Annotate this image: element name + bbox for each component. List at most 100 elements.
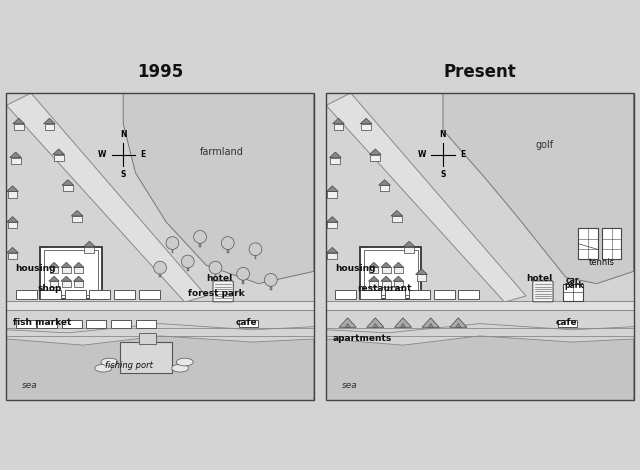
Bar — [40, 290, 61, 299]
Bar — [15, 290, 36, 299]
Polygon shape — [6, 336, 314, 400]
Bar — [602, 228, 621, 259]
Text: S: S — [440, 170, 445, 179]
Bar — [44, 251, 98, 295]
Polygon shape — [369, 262, 379, 267]
Polygon shape — [372, 323, 378, 327]
Bar — [61, 320, 82, 328]
Bar — [187, 267, 189, 271]
Bar — [40, 247, 102, 299]
Bar — [255, 255, 256, 259]
Polygon shape — [326, 336, 634, 400]
Text: cafe: cafe — [236, 318, 257, 327]
Bar — [360, 290, 381, 299]
Bar — [328, 222, 337, 228]
Text: cafe: cafe — [556, 318, 577, 327]
Bar — [239, 320, 257, 327]
Polygon shape — [6, 93, 206, 302]
Bar — [114, 290, 135, 299]
Bar — [120, 342, 172, 373]
Ellipse shape — [172, 364, 189, 372]
Bar — [335, 290, 356, 299]
Polygon shape — [369, 276, 379, 281]
FancyBboxPatch shape — [532, 281, 553, 302]
Circle shape — [221, 237, 234, 250]
Bar — [11, 157, 20, 164]
Bar — [563, 283, 583, 300]
Bar — [409, 290, 430, 299]
Bar — [369, 267, 378, 273]
Polygon shape — [401, 323, 406, 327]
Bar — [328, 191, 337, 197]
Circle shape — [237, 267, 250, 280]
Polygon shape — [415, 269, 428, 274]
Polygon shape — [326, 217, 338, 222]
Polygon shape — [360, 118, 372, 124]
Bar — [72, 216, 82, 222]
Text: apartments: apartments — [332, 334, 392, 343]
Text: hotel: hotel — [526, 274, 552, 283]
Bar — [434, 290, 454, 299]
Text: restaurant: restaurant — [357, 284, 412, 293]
Text: N: N — [120, 130, 127, 139]
Polygon shape — [74, 262, 84, 267]
Bar — [328, 253, 337, 259]
Ellipse shape — [101, 358, 118, 366]
Bar — [392, 216, 402, 222]
Bar — [404, 247, 414, 253]
FancyBboxPatch shape — [213, 281, 234, 302]
Polygon shape — [393, 262, 404, 267]
Text: tennis: tennis — [589, 258, 615, 267]
Bar — [15, 320, 36, 328]
Bar — [227, 249, 228, 253]
Polygon shape — [391, 211, 403, 216]
Polygon shape — [124, 93, 314, 283]
Bar — [385, 290, 406, 299]
Text: car: car — [565, 276, 579, 285]
Bar — [111, 320, 131, 328]
Polygon shape — [333, 118, 344, 124]
Text: housing: housing — [15, 264, 56, 274]
Text: S: S — [120, 170, 126, 179]
Bar — [364, 251, 418, 295]
Polygon shape — [71, 211, 83, 216]
Text: shop: shop — [37, 284, 61, 293]
Polygon shape — [422, 318, 439, 327]
Circle shape — [249, 243, 262, 256]
Ellipse shape — [176, 358, 193, 366]
Polygon shape — [381, 262, 391, 267]
Polygon shape — [330, 152, 341, 157]
Ellipse shape — [95, 364, 112, 372]
Bar — [326, 300, 634, 310]
Circle shape — [154, 261, 166, 274]
Text: forest park: forest park — [188, 289, 244, 298]
Bar — [360, 247, 422, 299]
Bar — [417, 274, 426, 281]
Bar — [172, 249, 173, 253]
Bar — [243, 280, 244, 283]
Bar — [394, 281, 403, 287]
Polygon shape — [367, 318, 384, 327]
Polygon shape — [393, 276, 404, 281]
Polygon shape — [443, 93, 634, 283]
Text: E: E — [460, 150, 465, 159]
Polygon shape — [326, 93, 526, 302]
Bar — [8, 222, 17, 228]
Polygon shape — [53, 149, 65, 155]
Text: N: N — [440, 130, 446, 139]
Bar — [361, 124, 371, 130]
Polygon shape — [345, 323, 350, 327]
Bar — [86, 320, 106, 328]
Text: housing: housing — [335, 264, 376, 274]
Bar — [90, 290, 110, 299]
Polygon shape — [6, 217, 19, 222]
Bar — [6, 300, 314, 310]
Polygon shape — [13, 118, 24, 124]
Bar — [330, 157, 340, 164]
Bar — [50, 267, 58, 273]
Text: farmland: farmland — [200, 147, 244, 157]
Bar — [14, 124, 24, 130]
Polygon shape — [428, 323, 433, 327]
Bar — [8, 191, 17, 197]
Text: sea: sea — [342, 381, 357, 390]
